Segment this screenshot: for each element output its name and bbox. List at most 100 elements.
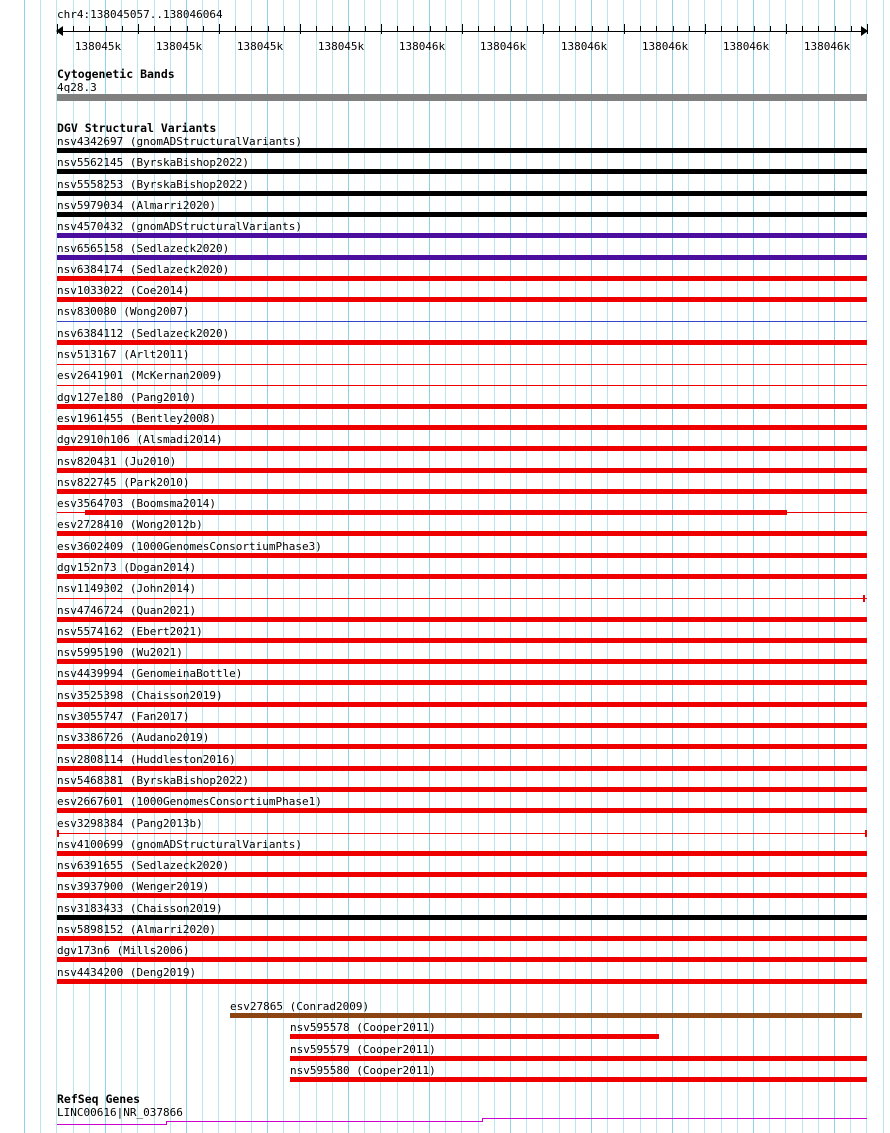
dgv-track-label: nsv6565158 (Sedlazeck2020) bbox=[57, 242, 230, 255]
dgv-variant-bar[interactable] bbox=[57, 468, 867, 473]
dgv-variant-bar[interactable] bbox=[57, 851, 867, 856]
dgv-track-label: esv3564703 (Boomsma2014) bbox=[57, 497, 216, 510]
ruler-tick-label: 138045k bbox=[236, 40, 284, 53]
dgv-variant-bar[interactable] bbox=[57, 276, 867, 281]
dgv-track-label: nsv3183433 (Chaisson2019) bbox=[57, 902, 223, 915]
dgv-variant-bar[interactable] bbox=[57, 744, 867, 749]
dgv-track-label: nsv595579 (Cooper2011) bbox=[290, 1043, 436, 1056]
dgv-track-label: nsv2808114 (Huddleston2016) bbox=[57, 753, 236, 766]
dgv-variant-bar[interactable] bbox=[57, 425, 867, 430]
dgv-variant-start-cap bbox=[57, 830, 59, 837]
dgv-variant-bar[interactable] bbox=[57, 531, 867, 536]
dgv-variant-bar[interactable] bbox=[57, 787, 867, 792]
dgv-track-label: nsv5995190 (Wu2021) bbox=[57, 646, 183, 659]
dgv-track-label: nsv4100699 (gnomADStructuralVariants) bbox=[57, 838, 303, 851]
ruler: chr4:138045057..138046064 138045k 138045k… bbox=[56, 8, 868, 54]
dgv-track-label: nsv595580 (Cooper2011) bbox=[290, 1064, 436, 1077]
dgv-track-label: nsv6391655 (Sedlazeck2020) bbox=[57, 859, 230, 872]
ruler-tick-label: 138045k bbox=[155, 40, 203, 53]
dgv-track-label: nsv4439994 (GenomeinaBottle) bbox=[57, 667, 243, 680]
dgv-variant-bar[interactable] bbox=[57, 404, 867, 409]
dgv-structural-variants-title: DGV Structural Variants bbox=[57, 121, 217, 135]
dgv-track-label: nsv820431 (Ju2010) bbox=[57, 455, 177, 468]
refseq-riser bbox=[482, 1118, 483, 1122]
dgv-track-label: nsv595578 (Cooper2011) bbox=[290, 1021, 436, 1034]
dgv-track-label: nsv3525398 (Chaisson2019) bbox=[57, 689, 223, 702]
dgv-variant-bar[interactable] bbox=[57, 659, 867, 664]
dgv-track-label: esv3602409 (1000GenomesConsortiumPhase3) bbox=[57, 540, 322, 553]
dgv-track-label: dgv2910n106 (Alsmadi2014) bbox=[57, 433, 223, 446]
dgv-variant-bar[interactable] bbox=[57, 872, 867, 877]
dgv-track-label: dgv173n6 (Mills2006) bbox=[57, 944, 190, 957]
dgv-variant-bar[interactable] bbox=[57, 915, 867, 920]
refseq-exon-segment[interactable] bbox=[57, 1124, 166, 1125]
dgv-variant-bar[interactable] bbox=[57, 233, 867, 238]
dgv-variant-bar[interactable] bbox=[57, 148, 867, 153]
dgv-track-label: nsv5898152 (Almarri2020) bbox=[57, 923, 216, 936]
ruler-tick-label: 138046k bbox=[398, 40, 446, 53]
dgv-variant-bar[interactable] bbox=[57, 638, 867, 643]
dgv-variant-bar[interactable] bbox=[57, 808, 867, 813]
dgv-track-label: esv2667601 (1000GenomesConsortiumPhase1) bbox=[57, 795, 322, 808]
dgv-variant-end-cap bbox=[865, 830, 867, 837]
dgv-track-label: esv27865 (Conrad2009) bbox=[230, 1000, 370, 1013]
dgv-variant-bar[interactable] bbox=[57, 833, 867, 834]
dgv-variant-bar[interactable] bbox=[57, 766, 867, 771]
arrow-left-icon bbox=[56, 26, 63, 36]
dgv-variant-bar[interactable] bbox=[57, 893, 867, 898]
dgv-variant-bar[interactable] bbox=[290, 1077, 867, 1082]
dgv-track-label: esv1961455 (Bentley2008) bbox=[57, 412, 216, 425]
dgv-variant-bar[interactable] bbox=[57, 617, 867, 622]
ruler-tick-label: 138046k bbox=[803, 40, 851, 53]
cytoband-bar[interactable] bbox=[57, 94, 867, 101]
dgv-variant-bar[interactable] bbox=[290, 1034, 659, 1039]
dgv-variant-bar[interactable] bbox=[57, 979, 867, 984]
dgv-variant-bar[interactable] bbox=[57, 957, 867, 962]
dgv-variant-bar[interactable] bbox=[57, 680, 867, 685]
arrow-right-icon bbox=[861, 26, 868, 36]
dgv-track-label: esv3298384 (Pang2013b) bbox=[57, 817, 203, 830]
dgv-track-label: nsv6384112 (Sedlazeck2020) bbox=[57, 327, 230, 340]
dgv-track-label: esv2728410 (Wong2012b) bbox=[57, 518, 203, 531]
ruler-tick-label: 138046k bbox=[479, 40, 527, 53]
dgv-variant-bar[interactable] bbox=[57, 191, 867, 196]
dgv-variant-bar[interactable] bbox=[57, 446, 867, 451]
dgv-variant-bar[interactable] bbox=[57, 297, 867, 302]
dgv-variant-core-bar[interactable] bbox=[85, 510, 787, 515]
dgv-track-label: dgv127e180 (Pang2010) bbox=[57, 391, 197, 404]
dgv-variant-bar[interactable] bbox=[57, 723, 867, 728]
dgv-variant-bar[interactable] bbox=[57, 936, 867, 941]
ruler-axis bbox=[56, 22, 868, 40]
ruler-tick-label: 138046k bbox=[641, 40, 689, 53]
dgv-variant-bar[interactable] bbox=[57, 385, 867, 386]
refseq-gene-glyph[interactable] bbox=[57, 1116, 867, 1130]
dgv-track-label: nsv3055747 (Fan2017) bbox=[57, 710, 190, 723]
ruler-tick-label: 138046k bbox=[722, 40, 770, 53]
dgv-variant-bar[interactable] bbox=[57, 340, 867, 345]
dgv-track-label: nsv822745 (Park2010) bbox=[57, 476, 190, 489]
dgv-variant-bar[interactable] bbox=[57, 702, 867, 707]
dgv-track-label: nsv4342697 (gnomADStructuralVariants) bbox=[57, 135, 303, 148]
ruler-tick-label: 138045k bbox=[317, 40, 365, 53]
dgv-track-label: nsv3386726 (Audano2019) bbox=[57, 731, 210, 744]
dgv-variant-bar[interactable] bbox=[57, 212, 867, 217]
dgv-variant-bar[interactable] bbox=[290, 1056, 867, 1061]
dgv-track-label: nsv5468381 (ByrskaBishop2022) bbox=[57, 774, 250, 787]
dgv-variant-bar[interactable] bbox=[57, 255, 867, 260]
dgv-variant-bar[interactable] bbox=[230, 1013, 862, 1018]
dgv-variant-bar[interactable] bbox=[57, 169, 867, 174]
dgv-variant-bar[interactable] bbox=[57, 364, 867, 365]
dgv-variant-bar[interactable] bbox=[57, 574, 867, 579]
refseq-exon-segment[interactable] bbox=[482, 1118, 867, 1119]
coordinate-label: chr4:138045057..138046064 bbox=[57, 8, 223, 21]
refseq-gene-label: LINC00616|NR_037866 bbox=[57, 1106, 183, 1119]
dgv-variant-bar[interactable] bbox=[57, 553, 867, 558]
ruler-tick-labels: 138045k 138045k 138045k 138045k 138046k 13804… bbox=[57, 40, 867, 54]
dgv-track-label: nsv5562145 (ByrskaBishop2022) bbox=[57, 156, 250, 169]
refseq-exon-segment[interactable] bbox=[166, 1121, 482, 1122]
dgv-variant-bar[interactable] bbox=[57, 489, 867, 494]
ruler-tick-label: 138045k bbox=[74, 40, 122, 53]
dgv-variant-bar[interactable] bbox=[57, 598, 867, 599]
dgv-variant-bar[interactable] bbox=[57, 321, 867, 322]
